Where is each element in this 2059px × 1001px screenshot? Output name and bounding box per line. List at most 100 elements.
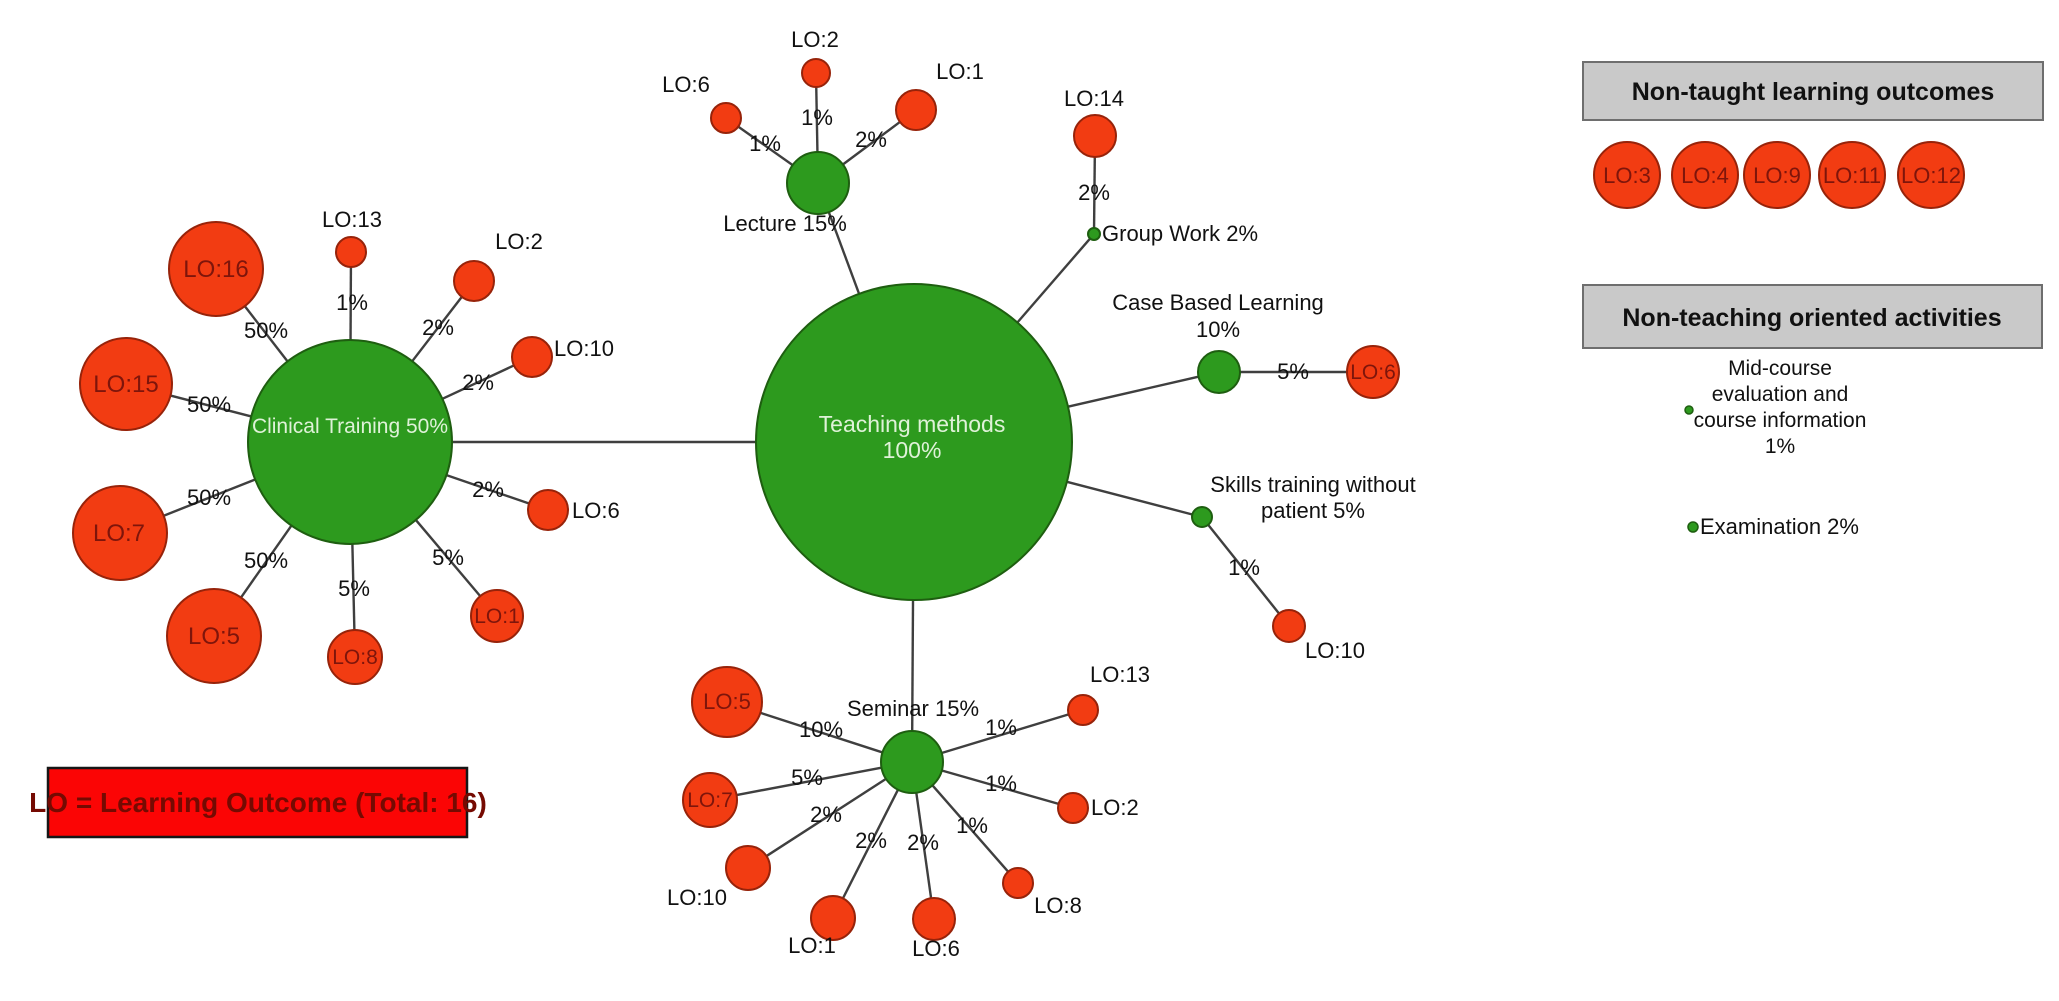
edge-seminar-s_lo10 <box>765 777 887 858</box>
node-c_lo13-label: LO:13 <box>322 207 382 232</box>
edge-lecture-l_lo6-label: 1% <box>749 131 781 156</box>
edge-clinical-c_lo1-label: 5% <box>432 545 464 570</box>
lo-legend-box <box>46 766 469 839</box>
edge-seminar-s_lo7-label: 5% <box>791 765 823 790</box>
node-c_lo5-label: LO:5 <box>188 623 240 650</box>
node-groupwork-label: Group Work 2% <box>1102 221 1258 246</box>
node-c_lo8-circle <box>327 629 383 685</box>
node-c_lo5-circle <box>166 588 262 684</box>
non-taught-lo-circle <box>1593 141 1661 209</box>
node-skills-circle <box>1191 506 1213 528</box>
node-c_lo6-label: LO:6 <box>572 498 620 523</box>
edge-seminar-s_lo8 <box>931 784 1010 873</box>
node-c_lo16-circle <box>168 221 264 317</box>
edge-teaching-seminar <box>910 599 915 732</box>
edge-clinical-c_lo2 <box>411 296 463 362</box>
node-s_lo6-label: LO:6 <box>912 936 960 961</box>
edge-seminar-s_lo7 <box>736 766 882 797</box>
node-skills-label: Skills training without <box>1210 472 1415 497</box>
edge-skills-sk_lo10 <box>1207 524 1280 615</box>
non-taught-lo-label: LO:9 <box>1753 163 1801 188</box>
node-s_lo6-circle <box>912 897 956 941</box>
non-taught-lo-label: LO:11 <box>1823 163 1881 188</box>
node-cbl_lo6-circle <box>1346 345 1400 399</box>
node-s_lo10-label: LO:10 <box>667 885 727 910</box>
edge-seminar-s_lo13 <box>941 713 1069 755</box>
edge-clinical-c_lo2-label: 2% <box>422 315 454 340</box>
node-s_lo2-circle <box>1057 792 1089 824</box>
edge-seminar-s_lo13-label: 1% <box>985 715 1017 740</box>
non-taught-panel-title: Non-taught learning outcomes <box>1632 78 1995 106</box>
edge-lecture-l_lo1-label: 2% <box>855 127 887 152</box>
non-taught-lo-label: LO:12 <box>1901 163 1961 188</box>
node-s_lo8-label: LO:8 <box>1034 893 1082 918</box>
non-teaching-activity-label: Examination 2% <box>1700 514 1859 539</box>
node-c_lo10-circle <box>511 336 553 378</box>
activity-dot-icon <box>1684 405 1694 415</box>
node-l_lo2-label: LO:2 <box>791 27 839 52</box>
node-s_lo1-label: LO:1 <box>788 933 836 958</box>
edge-seminar-s_lo2 <box>941 769 1059 806</box>
edge-seminar-s_lo5-label: 10% <box>799 717 843 742</box>
node-c_lo2-label: LO:2 <box>495 229 543 254</box>
node-l_lo1-circle <box>895 89 937 131</box>
node-sk_lo10-circle <box>1272 609 1306 643</box>
edge-clinical-c_lo16 <box>243 305 289 363</box>
node-c_lo8-label: LO:8 <box>332 646 378 669</box>
edge-lo14-groupwork-label: 2% <box>1078 180 1110 205</box>
non-teaching-activity-label: course information <box>1694 409 1867 432</box>
non-teaching-panel-title: Non-teaching oriented activities <box>1622 304 2001 332</box>
node-groupwork-circle <box>1087 227 1101 241</box>
edge-seminar-s_lo1-label: 2% <box>855 828 887 853</box>
non-teaching-activity-label: evaluation and <box>1712 383 1849 406</box>
node-clinical-circle <box>247 339 453 545</box>
node-l_lo6-circle <box>710 102 742 134</box>
node-cbl-label: Case Based Learning <box>1112 290 1324 315</box>
non-teaching-panel-header <box>1582 284 2043 349</box>
edge-clinical-c_lo16-label: 50% <box>244 318 288 343</box>
node-c_lo7-circle <box>72 485 168 581</box>
edge-clinical-c_lo15-label: 50% <box>187 392 231 417</box>
edge-seminar-s_lo6 <box>915 792 933 899</box>
edge-lecture-l_lo6 <box>737 125 794 167</box>
node-c_lo13-circle <box>335 236 367 268</box>
lo-legend-text: LO = Learning Outcome (Total: 16) <box>29 787 487 818</box>
edge-cbl-cbl_lo6-label: 5% <box>1277 359 1309 384</box>
node-s_lo13-circle <box>1067 694 1099 726</box>
node-s_lo2-label: LO:2 <box>1091 795 1139 820</box>
node-c_lo6-circle <box>527 489 569 531</box>
node-s_lo13-label: LO:13 <box>1090 662 1150 687</box>
node-cbl_lo6-label: LO:6 <box>1350 361 1396 384</box>
non-taught-lo-circle <box>1671 141 1739 209</box>
edge-clinical-c_lo5 <box>239 524 293 599</box>
node-c_lo16-label: LO:16 <box>183 256 248 283</box>
node-s_lo5-label: LO:5 <box>703 689 751 714</box>
edge-clinical-c_lo13-label: 1% <box>336 290 368 315</box>
node-l_lo6-label: LO:6 <box>662 72 710 97</box>
edge-clinical-c_lo10 <box>441 364 515 400</box>
edge-seminar-s_lo6-label: 2% <box>907 830 939 855</box>
node-clinical-label: Clinical Training 50% <box>252 415 448 438</box>
node-s_lo8-circle <box>1002 867 1034 899</box>
non-taught-lo-circle <box>1743 141 1811 209</box>
edge-clinical-c_lo7 <box>163 478 256 517</box>
edge-clinical-c_lo10-label: 2% <box>462 370 494 395</box>
non-taught-lo-label: LO:3 <box>1603 163 1651 188</box>
node-s_lo10-circle <box>725 845 771 891</box>
node-s_lo7-label: LO:7 <box>687 789 733 812</box>
edge-lecture-l_lo2-label: 1% <box>801 105 833 130</box>
node-teaching-circle <box>755 283 1073 601</box>
edge-seminar-s_lo10-label: 2% <box>810 802 842 827</box>
node-c_lo15-label: LO:15 <box>93 371 158 398</box>
non-taught-lo-label: LO:4 <box>1681 163 1729 188</box>
edge-clinical-c_lo1 <box>414 519 482 597</box>
node-s_lo5-circle <box>691 666 763 738</box>
edge-seminar-s_lo2-label: 1% <box>985 771 1017 796</box>
edge-clinical-c_lo6 <box>446 473 530 505</box>
non-taught-panel-header <box>1582 61 2044 121</box>
edge-clinical-c_lo8 <box>351 543 356 631</box>
non-teaching-activity-label: Mid-course <box>1728 357 1832 380</box>
edge-seminar-s_lo8-label: 1% <box>956 813 988 838</box>
